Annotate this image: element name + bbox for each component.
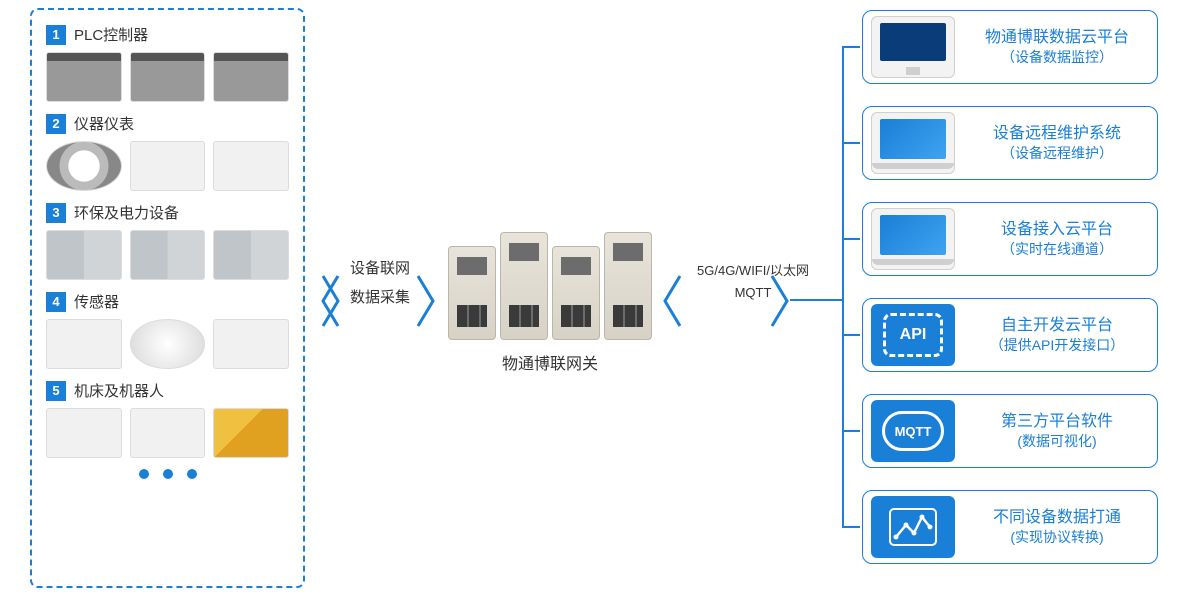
device-group: 5 机床及机器人 bbox=[46, 380, 289, 459]
gateway-device bbox=[552, 246, 600, 340]
label-device-connect: 设备联网 bbox=[335, 254, 425, 283]
service-subtitle: （提供API开发接口） bbox=[965, 336, 1149, 355]
laptop-icon bbox=[871, 112, 955, 174]
group-number-badge: 3 bbox=[46, 203, 66, 223]
group-images bbox=[46, 318, 289, 370]
service-title: 设备接入云平台 bbox=[965, 219, 1149, 241]
service-title: 不同设备数据打通 bbox=[965, 507, 1149, 529]
bus-branch bbox=[842, 334, 860, 336]
group-number-badge: 1 bbox=[46, 25, 66, 45]
left-arrow-labels: 设备联网 数据采集 bbox=[335, 254, 425, 313]
group-images bbox=[46, 407, 289, 459]
service-subtitle: （设备数据监控） bbox=[965, 48, 1149, 67]
service-subtitle: （设备远程维护） bbox=[965, 144, 1149, 163]
device-group: 4 传感器 bbox=[46, 291, 289, 370]
bus-branch bbox=[842, 430, 860, 432]
label-conn-protocols: 5G/4G/WIFI/以太网 bbox=[678, 260, 828, 282]
group-title: 仪器仪表 bbox=[74, 113, 134, 134]
service-subtitle: （实时在线通道） bbox=[965, 240, 1149, 259]
pager-dot[interactable] bbox=[163, 469, 173, 479]
device-image bbox=[46, 141, 122, 191]
pager-dot[interactable] bbox=[187, 469, 197, 479]
service-card: 不同设备数据打通(实现协议转换) bbox=[862, 490, 1158, 564]
api-chip-label: API bbox=[883, 313, 943, 357]
gateway-devices bbox=[440, 232, 660, 340]
service-text: 设备远程维护系统（设备远程维护） bbox=[965, 123, 1149, 163]
service-title: 设备远程维护系统 bbox=[965, 123, 1149, 145]
mqtt-bubble-label: MQTT bbox=[882, 411, 944, 451]
group-number-badge: 2 bbox=[46, 114, 66, 134]
device-image bbox=[130, 141, 206, 191]
service-card: MQTT 第三方平台软件(数据可视化) bbox=[862, 394, 1158, 468]
chart-icon bbox=[871, 496, 955, 558]
bus-branch bbox=[842, 526, 860, 528]
device-image bbox=[46, 52, 122, 102]
device-image bbox=[213, 408, 289, 458]
service-text: 物通博联数据云平台（设备数据监控） bbox=[965, 27, 1149, 67]
device-image bbox=[130, 52, 206, 102]
device-image bbox=[213, 141, 289, 191]
label-data-collect: 数据采集 bbox=[335, 283, 425, 312]
device-image bbox=[213, 52, 289, 102]
right-arrow-labels: 5G/4G/WIFI/以太网 MQTT bbox=[678, 260, 828, 304]
pager-dot[interactable] bbox=[139, 469, 149, 479]
group-number-badge: 4 bbox=[46, 292, 66, 312]
bus-stem bbox=[790, 299, 844, 301]
group-title: 机床及机器人 bbox=[74, 380, 164, 401]
gateway-device bbox=[604, 232, 652, 340]
monitor-icon bbox=[871, 16, 955, 78]
service-subtitle: (实现协议转换) bbox=[965, 528, 1149, 547]
device-group: 3 环保及电力设备 bbox=[46, 202, 289, 281]
api-icon: API bbox=[871, 304, 955, 366]
gateway-block: 物通博联网关 bbox=[440, 232, 660, 374]
group-number-badge: 5 bbox=[46, 381, 66, 401]
service-card: 设备接入云平台（实时在线通道） bbox=[862, 202, 1158, 276]
laptop-icon bbox=[871, 208, 955, 270]
service-title: 物通博联数据云平台 bbox=[965, 27, 1149, 49]
devices-panel: 1 PLC控制器 2 仪器仪表 3 环保及电力设备 4 传感器 5 机床及机器人 bbox=[30, 8, 305, 588]
service-text: 设备接入云平台（实时在线通道） bbox=[965, 219, 1149, 259]
device-image bbox=[130, 408, 206, 458]
service-text: 第三方平台软件(数据可视化) bbox=[965, 411, 1149, 451]
service-subtitle: (数据可视化) bbox=[965, 432, 1149, 451]
bus-branch bbox=[842, 46, 860, 48]
service-card: 物通博联数据云平台（设备数据监控） bbox=[862, 10, 1158, 84]
service-title: 自主开发云平台 bbox=[965, 315, 1149, 337]
group-title: PLC控制器 bbox=[74, 24, 148, 45]
group-images bbox=[46, 51, 289, 103]
mqtt-icon: MQTT bbox=[871, 400, 955, 462]
device-image bbox=[213, 230, 289, 280]
gateway-device bbox=[500, 232, 548, 340]
service-text: 自主开发云平台（提供API开发接口） bbox=[965, 315, 1149, 355]
device-image bbox=[213, 319, 289, 369]
device-image bbox=[46, 319, 122, 369]
bus-vertical-line bbox=[842, 47, 844, 527]
service-title: 第三方平台软件 bbox=[965, 411, 1149, 433]
device-group: 1 PLC控制器 bbox=[46, 24, 289, 103]
bus-branch bbox=[842, 238, 860, 240]
device-image bbox=[130, 319, 206, 369]
pager-dots bbox=[46, 469, 289, 479]
device-image bbox=[46, 230, 122, 280]
device-image bbox=[46, 408, 122, 458]
group-title: 传感器 bbox=[74, 291, 119, 312]
device-group: 2 仪器仪表 bbox=[46, 113, 289, 192]
gateway-title: 物通博联网关 bbox=[440, 350, 660, 374]
service-text: 不同设备数据打通(实现协议转换) bbox=[965, 507, 1149, 547]
service-card: API 自主开发云平台（提供API开发接口） bbox=[862, 298, 1158, 372]
bus-branch bbox=[842, 142, 860, 144]
service-card: 设备远程维护系统（设备远程维护） bbox=[862, 106, 1158, 180]
device-image bbox=[130, 230, 206, 280]
group-images bbox=[46, 140, 289, 192]
gateway-device bbox=[448, 246, 496, 340]
group-title: 环保及电力设备 bbox=[74, 202, 179, 223]
group-images bbox=[46, 229, 289, 281]
